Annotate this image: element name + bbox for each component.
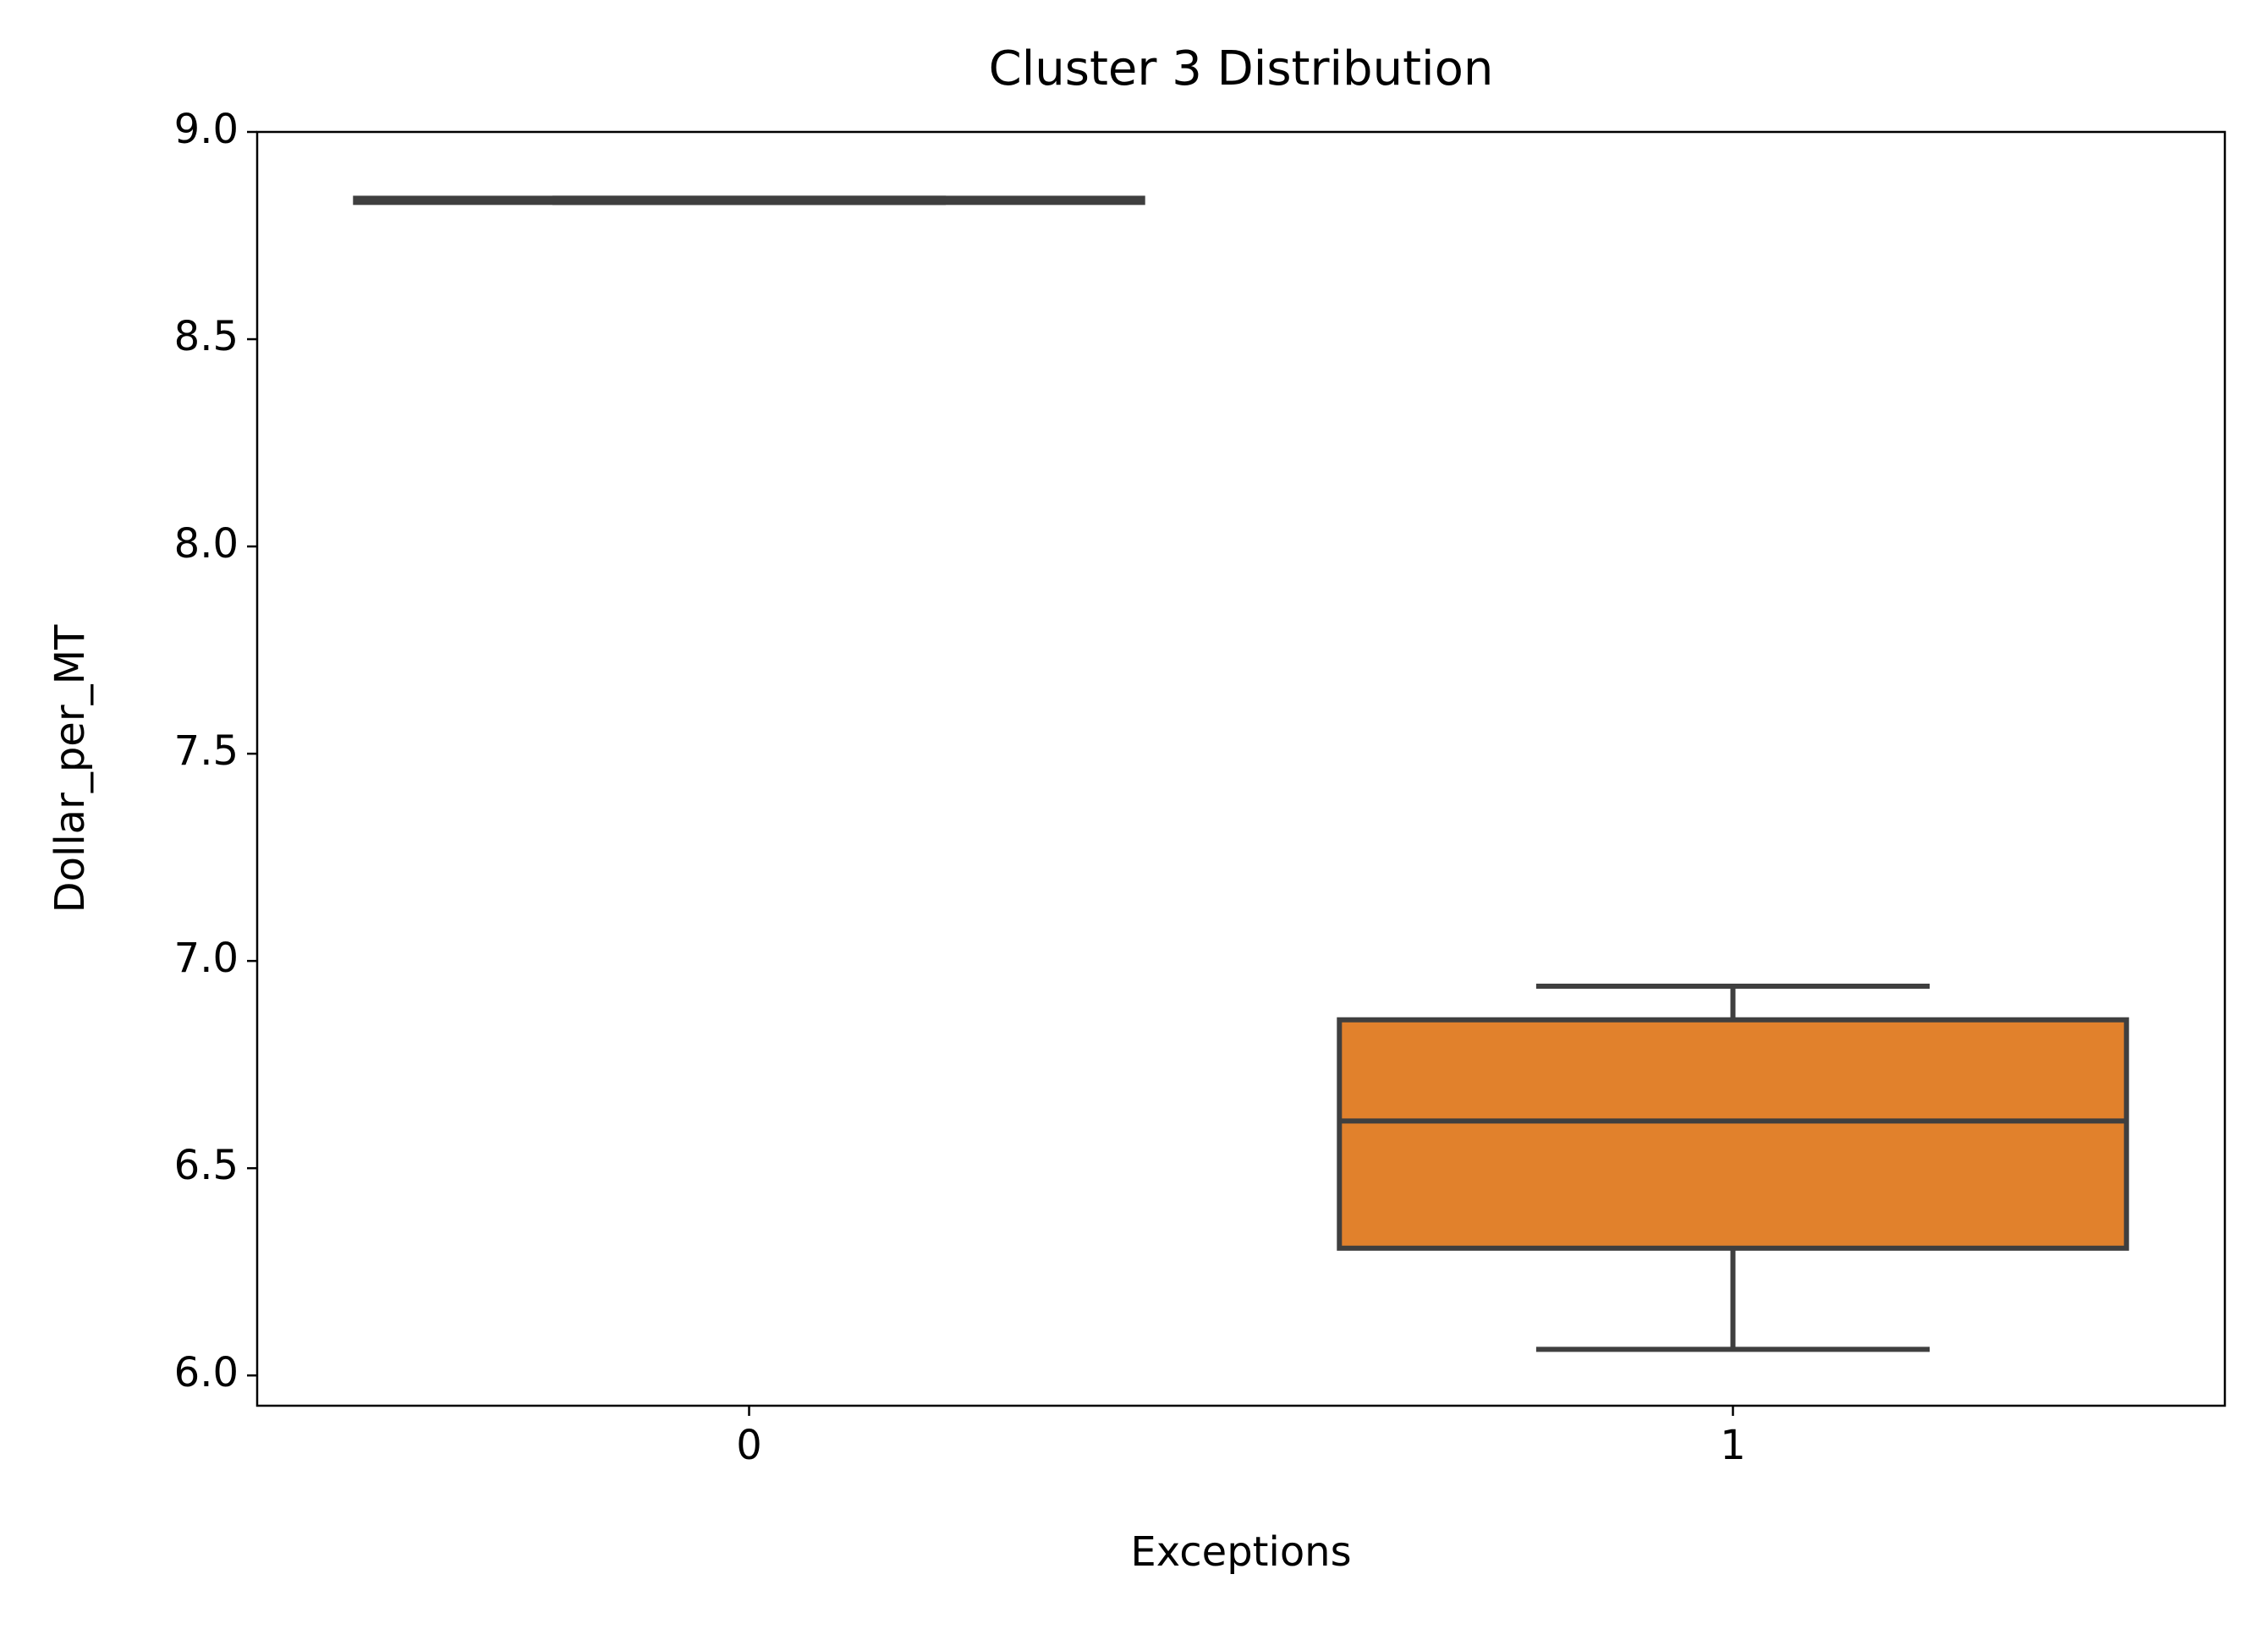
y-tick-label: 9.0 bbox=[174, 106, 239, 153]
y-tick-label: 6.5 bbox=[174, 1142, 239, 1189]
x-axis-label: Exceptions bbox=[1130, 1528, 1351, 1576]
box bbox=[1337, 1017, 2129, 1251]
y-tick-label: 7.0 bbox=[174, 935, 239, 982]
y-tick-label: 6.0 bbox=[174, 1349, 239, 1396]
y-tick-label: 7.5 bbox=[174, 727, 239, 775]
plot-frame bbox=[255, 130, 2227, 1407]
y-tick-label: 8.0 bbox=[174, 520, 239, 568]
chart-title: Cluster 3 Distribution bbox=[989, 41, 1494, 96]
y-axis-label: Dollar_per_MT bbox=[47, 624, 94, 913]
x-tick-label: 0 bbox=[736, 1422, 762, 1469]
x-tick-label: 1 bbox=[1720, 1422, 1746, 1469]
y-tick-label: 8.5 bbox=[174, 313, 239, 360]
